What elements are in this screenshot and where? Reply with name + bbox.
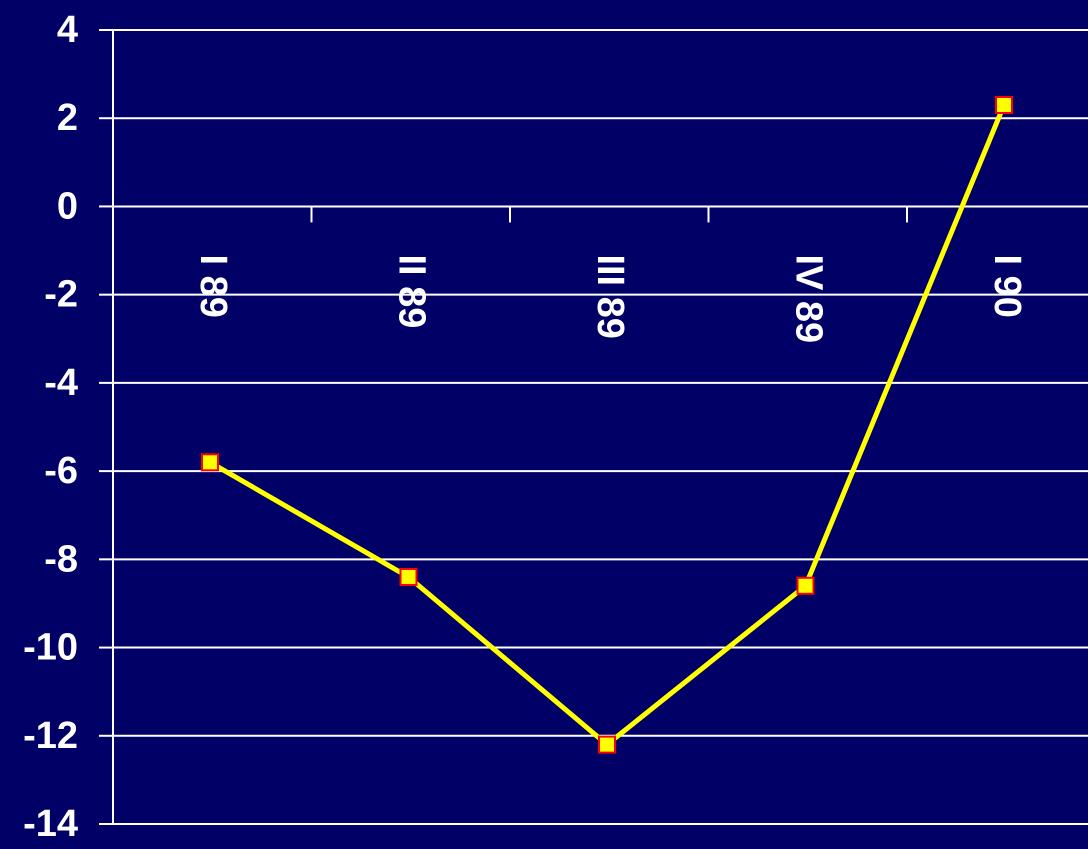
axes (99, 29, 908, 825)
y-tick-label: -6 (44, 450, 78, 492)
y-tick-label: -4 (44, 362, 78, 404)
y-tick-label: 2 (57, 97, 78, 139)
y-tick-label: -2 (44, 274, 78, 316)
data-point-marker (598, 735, 616, 754)
y-tick-label: -12 (23, 715, 78, 757)
x-tick-label: I 90 (986, 254, 1028, 317)
data-point-marker (399, 567, 418, 586)
x-tick-labels: I 89 II 89 III 89 IV 89 I 90 (192, 254, 1028, 343)
data-point-marker (796, 576, 815, 595)
y-tick-label: -8 (44, 538, 78, 580)
series-line (208, 104, 1007, 748)
data-point-marker (995, 95, 1013, 114)
data-point-marker (201, 453, 219, 472)
series (201, 95, 1013, 754)
x-tick-label: I 89 (192, 254, 234, 317)
x-tick-label: II 89 (391, 254, 433, 328)
x-tick-label: III 89 (589, 254, 631, 339)
gridlines (113, 29, 1088, 825)
y-tick-labels: 4 2 0 -2 -4 -6 -8 -10 -12 -14 (23, 9, 78, 845)
y-tick-label: 0 (57, 185, 78, 227)
y-tick-label: -14 (23, 803, 78, 844)
y-tick-label: -10 (23, 627, 78, 669)
y-tick-label: 4 (57, 9, 78, 51)
x-tick-label: IV 89 (788, 254, 830, 343)
